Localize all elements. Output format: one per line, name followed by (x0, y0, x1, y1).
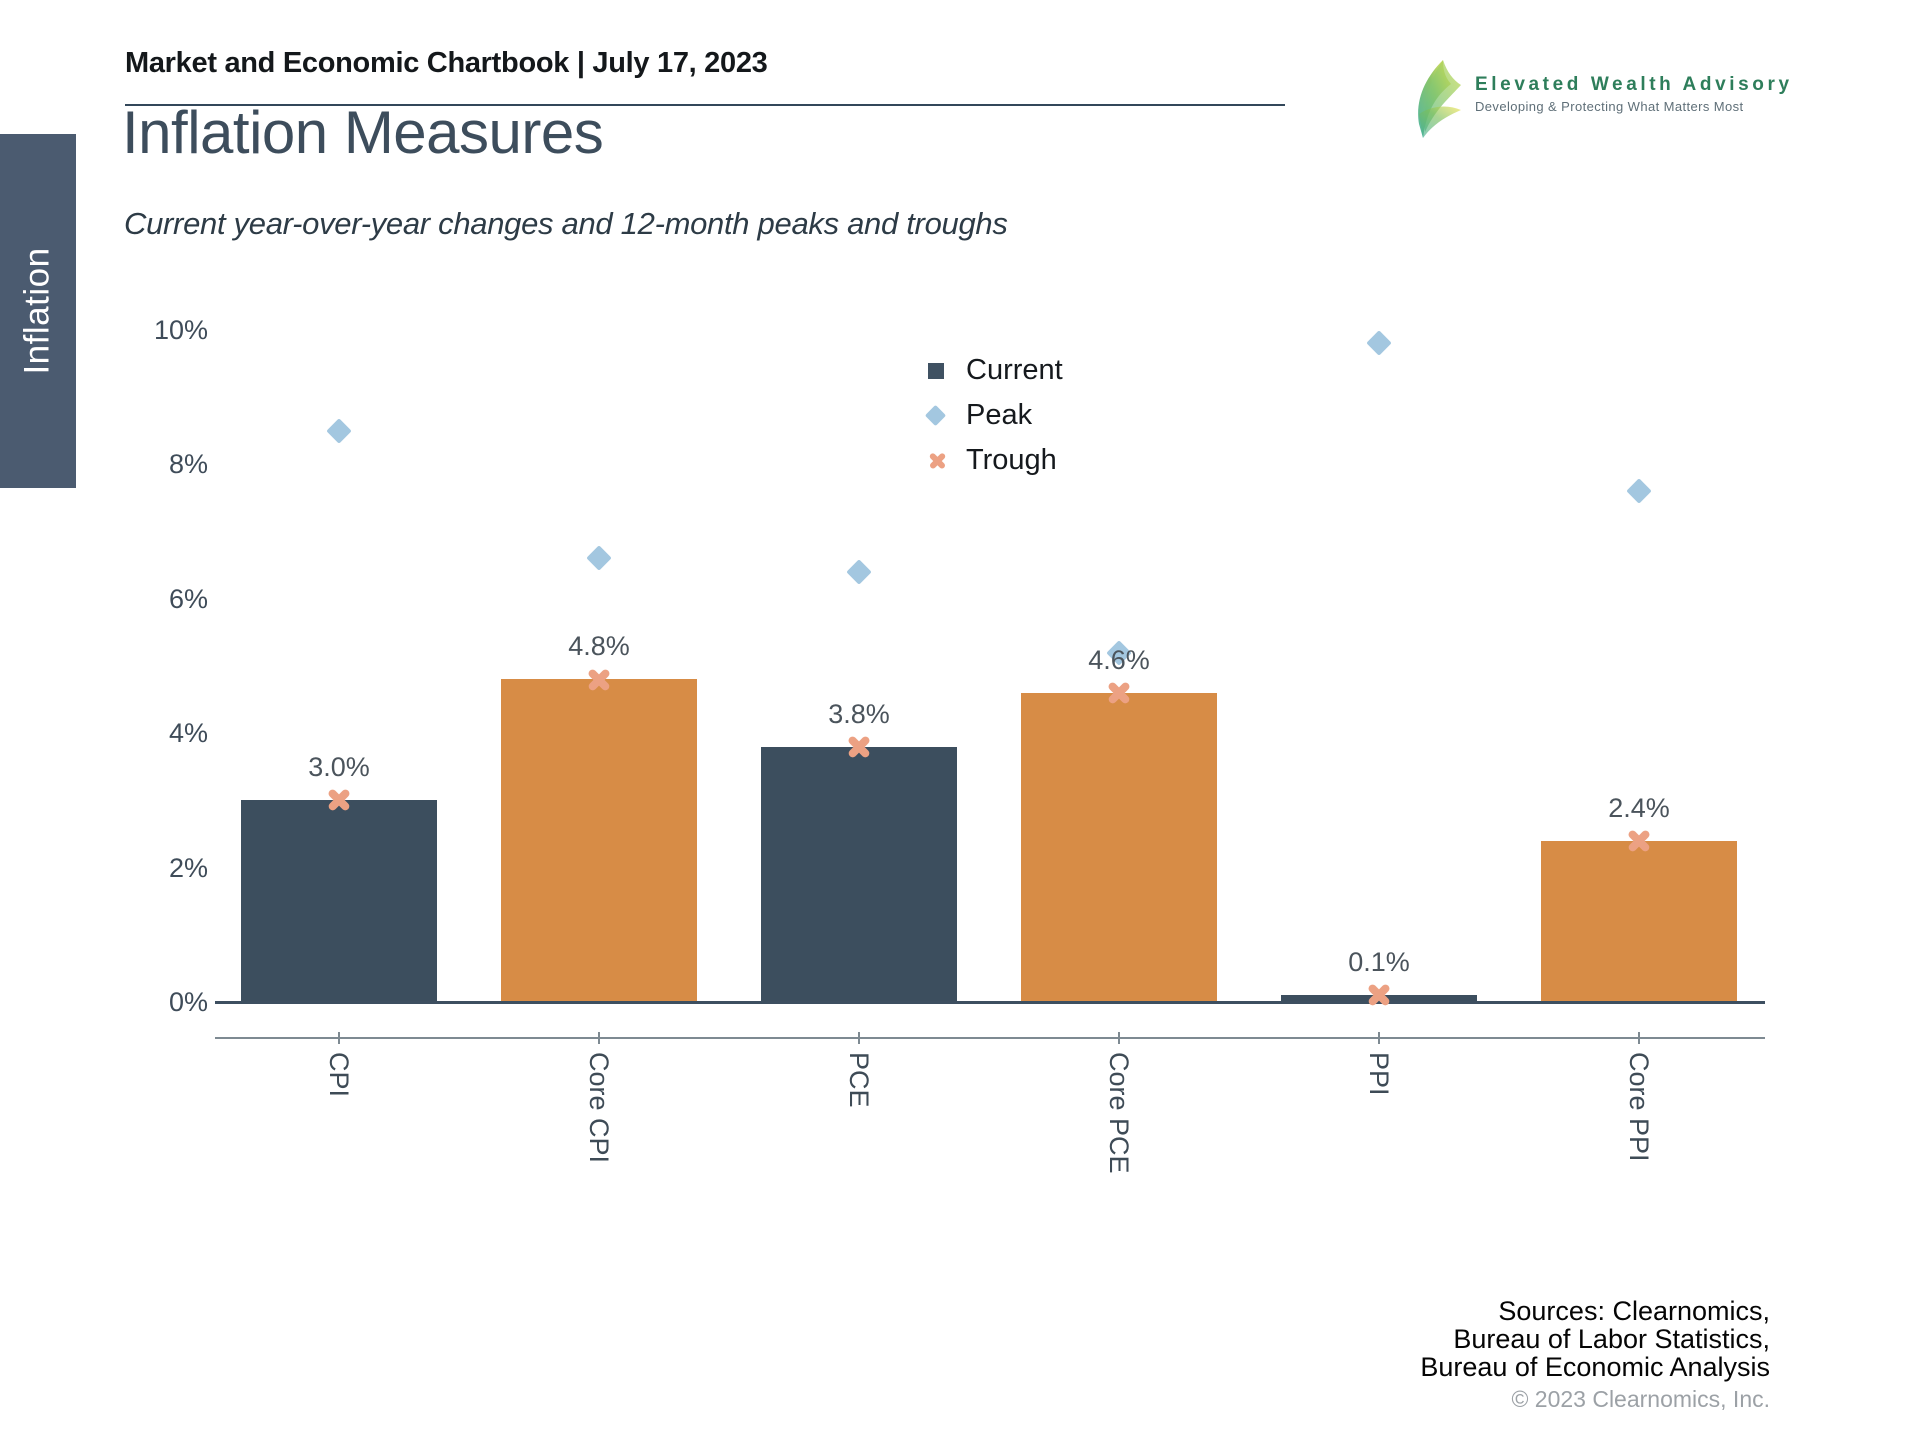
legend-label-trough: Trough (966, 444, 1057, 476)
y-axis-tick-6%: 6% (168, 583, 208, 614)
category-label-core-cpi: Core CPI (584, 1052, 614, 1164)
category-label-core-pce: Core PCE (1104, 1052, 1134, 1174)
trough-marker-ppi (1366, 982, 1392, 1008)
bar-value-label-cpi: 3.0% (308, 752, 370, 783)
category-axis-tick-core-pce (1118, 1032, 1120, 1044)
bar-value-label-ppi: 0.1% (1348, 947, 1410, 978)
peak-marker-ppi (1366, 330, 1392, 357)
page-subtitle: Current year-over-year changes and 12-mo… (124, 206, 1008, 241)
y-axis-tick-8%: 8% (168, 449, 208, 480)
bar-value-label-core-pce: 4.6% (1088, 644, 1150, 675)
trough-marker-cpi (326, 787, 352, 813)
category-axis-tick-pce (858, 1032, 860, 1044)
trough-marker-core-cpi (586, 666, 612, 692)
category-label-ppi: PPI (1364, 1052, 1394, 1096)
peak-marker-core-ppi (1626, 478, 1652, 504)
copyright-note: © 2023 Clearnomics, Inc. (1511, 1386, 1770, 1412)
category-axis-line (215, 1037, 1765, 1039)
category-axis-tick-core-cpi (598, 1032, 600, 1044)
category-axis-tick-core-ppi (1638, 1032, 1640, 1044)
chart-legend: Current Peak Trough (924, 348, 1063, 483)
category-label-pce: PCE (844, 1052, 874, 1108)
category-label-core-ppi: Core PPI (1624, 1052, 1654, 1162)
legend-x-icon (928, 451, 947, 470)
bar-core-ppi (1541, 840, 1737, 1002)
category-axis-tick-cpi (338, 1032, 340, 1044)
logo-company-name: Elevated Wealth Advisory (1475, 74, 1793, 95)
company-logo: Elevated Wealth Advisory Developing & Pr… (1413, 58, 1793, 146)
peak-marker-pce (846, 559, 872, 585)
bar-value-label-core-ppi: 2.4% (1608, 792, 1670, 823)
y-axis-tick-4%: 4% (168, 718, 208, 749)
logo-tagline: Developing & Protecting What Matters Mos… (1475, 99, 1744, 114)
legend-label-peak: Peak (966, 399, 1033, 431)
sources-line: Bureau of Economic Analysis (1420, 1352, 1770, 1382)
sidebar-tab-inflation[interactable]: Inflation (0, 134, 76, 488)
bar-core-cpi (501, 679, 697, 1002)
bar-pce (761, 746, 957, 1002)
legend-item-peak: Peak (924, 393, 1063, 438)
x-axis-zero-line (215, 1001, 1765, 1004)
bar-cpi (241, 800, 437, 1002)
header-divider (125, 104, 1285, 106)
sources-note: Sources: Clearnomics, Bureau of Labor St… (1420, 1297, 1770, 1413)
leaf-logo-icon (1418, 60, 1461, 138)
legend-marker-cell (928, 362, 966, 379)
bar-core-pce (1021, 692, 1217, 1002)
page-title: Inflation Measures (122, 99, 604, 166)
trough-marker-pce (846, 734, 872, 760)
category-axis-tick-ppi (1378, 1032, 1380, 1044)
legend-item-current: Current (928, 348, 1063, 393)
y-axis-tick-0%: 0% (168, 987, 208, 1017)
sources-line: Bureau of Labor Statistics, (1453, 1324, 1770, 1354)
y-axis-tick-10%: 10% (153, 315, 208, 345)
bar-value-label-pce: 3.8% (828, 698, 890, 729)
legend-item-trough: Trough (928, 438, 1063, 483)
bar-value-label-core-cpi: 4.8% (568, 631, 630, 662)
trough-marker-core-pce (1106, 680, 1132, 706)
legend-label-current: Current (966, 354, 1063, 386)
category-label-cpi: CPI (324, 1052, 354, 1098)
legend-marker-cell (928, 451, 966, 470)
trough-marker-core-ppi (1626, 828, 1652, 854)
sources-line: Sources: Clearnomics, (1498, 1296, 1770, 1326)
legend-marker-cell (924, 404, 966, 427)
legend-square-icon (928, 362, 944, 379)
legend-diamond-icon (924, 404, 947, 427)
peak-marker-core-cpi (586, 545, 612, 572)
peak-marker-cpi (326, 418, 352, 444)
chartbook-header: Market and Economic Chartbook | July 17,… (125, 47, 768, 79)
y-axis-tick-2%: 2% (168, 852, 208, 883)
